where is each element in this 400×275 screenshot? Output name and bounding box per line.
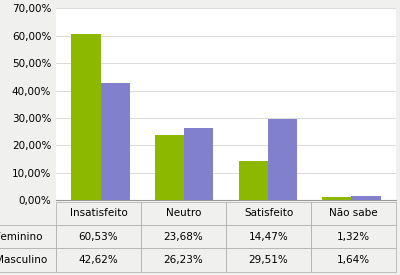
- Bar: [72, 34, 101, 200]
- Bar: [238, 161, 268, 200]
- Bar: [322, 197, 351, 200]
- Bar: [184, 128, 214, 200]
- Bar: [155, 135, 184, 200]
- Bar: [101, 83, 130, 200]
- Bar: [351, 196, 380, 200]
- Bar: [268, 119, 297, 200]
